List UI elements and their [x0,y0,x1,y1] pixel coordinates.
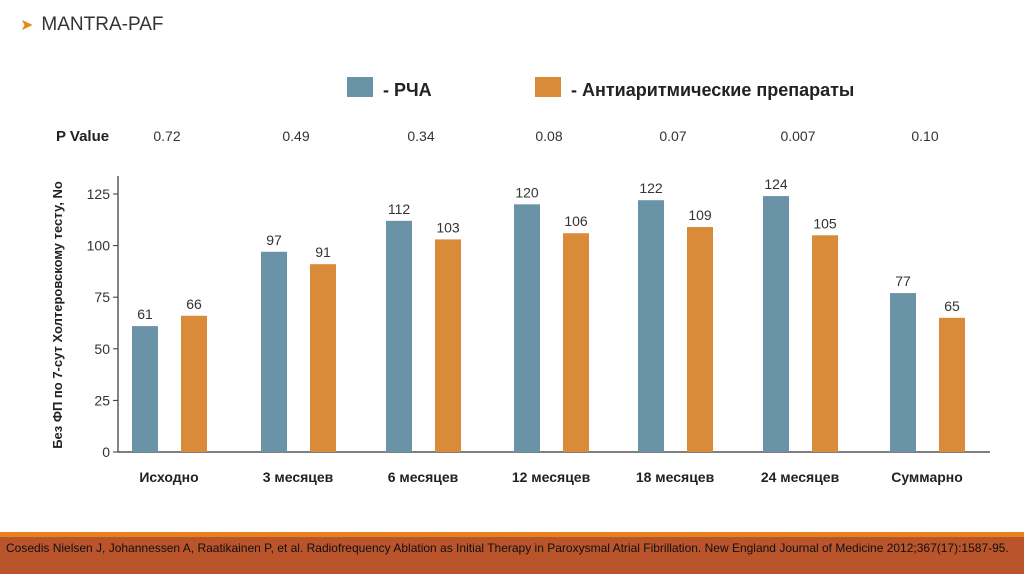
bar-rfa [763,196,789,452]
slide-title-text: MANTRA-PAF [41,14,164,35]
legend-swatch-0 [347,77,373,97]
data-label: 112 [388,201,411,217]
bar-rfa [386,220,412,452]
x-tick-label: 3 месяцев [263,469,334,485]
footer-strip [0,532,1024,537]
bar-rfa [638,200,664,452]
data-label: 109 [688,207,712,223]
y-tick-label: 75 [94,289,110,305]
data-label: 106 [564,213,588,229]
p-value: 0.07 [659,128,686,144]
data-label: 61 [137,306,153,322]
data-label: 124 [764,176,788,192]
bar-chart: - РЧА - Антиаритмические препараты P Value… [50,77,990,485]
p-value: 0.72 [153,128,180,144]
data-label: 105 [813,215,837,231]
p-value: 0.007 [780,128,815,144]
data-label: 77 [895,273,911,289]
bar-aad [181,315,207,452]
y-tick-label: 50 [94,341,110,357]
data-label: 120 [515,184,539,200]
bar-rfa [890,293,916,452]
x-tick-label: 18 месяцев [636,469,715,485]
data-label: 103 [436,219,460,235]
bar-aad [812,235,838,452]
x-tick-label: Исходно [139,469,198,485]
x-tick-label: 6 месяцев [388,469,459,485]
p-value: 0.10 [911,128,938,144]
p-value: 0.08 [535,128,562,144]
bar-rfa [261,251,287,452]
p-value: 0.49 [282,128,309,144]
data-label: 122 [639,180,663,196]
legend-label-0: - РЧА [383,80,432,100]
legend-label-1: - Антиаритмические препараты [571,80,854,100]
data-label: 97 [266,232,282,248]
arrow-bullet-icon: ➤ [20,17,34,34]
bar-rfa [132,326,158,452]
p-value-label: P Value [56,128,109,145]
data-label: 91 [315,244,331,260]
bar-aad [939,317,965,452]
bar-aad [687,227,713,452]
data-label: 66 [186,296,202,312]
bar-aad [563,233,589,452]
y-tick-label: 25 [94,392,110,408]
bar-aad [310,264,336,452]
x-tick-label: 12 месяцев [512,469,591,485]
y-tick-label: 125 [87,186,111,202]
legend-swatch-1 [535,77,561,97]
data-label: 65 [944,298,960,314]
slide-title: ➤ MANTRA-PAF [20,14,164,36]
y-tick-label: 100 [87,238,111,254]
p-value: 0.34 [407,128,434,144]
y-tick-label: 0 [102,444,110,460]
y-axis-label: Без ФП по 7-сут Холтеровскому тесту, No [50,181,65,449]
x-tick-label: Суммарно [891,469,963,485]
bar-rfa [514,204,540,452]
bar-aad [435,239,461,452]
citation-footer: Cosedis Nielsen J, Johannessen A, Raatik… [0,537,1024,574]
x-tick-label: 24 месяцев [761,469,840,485]
